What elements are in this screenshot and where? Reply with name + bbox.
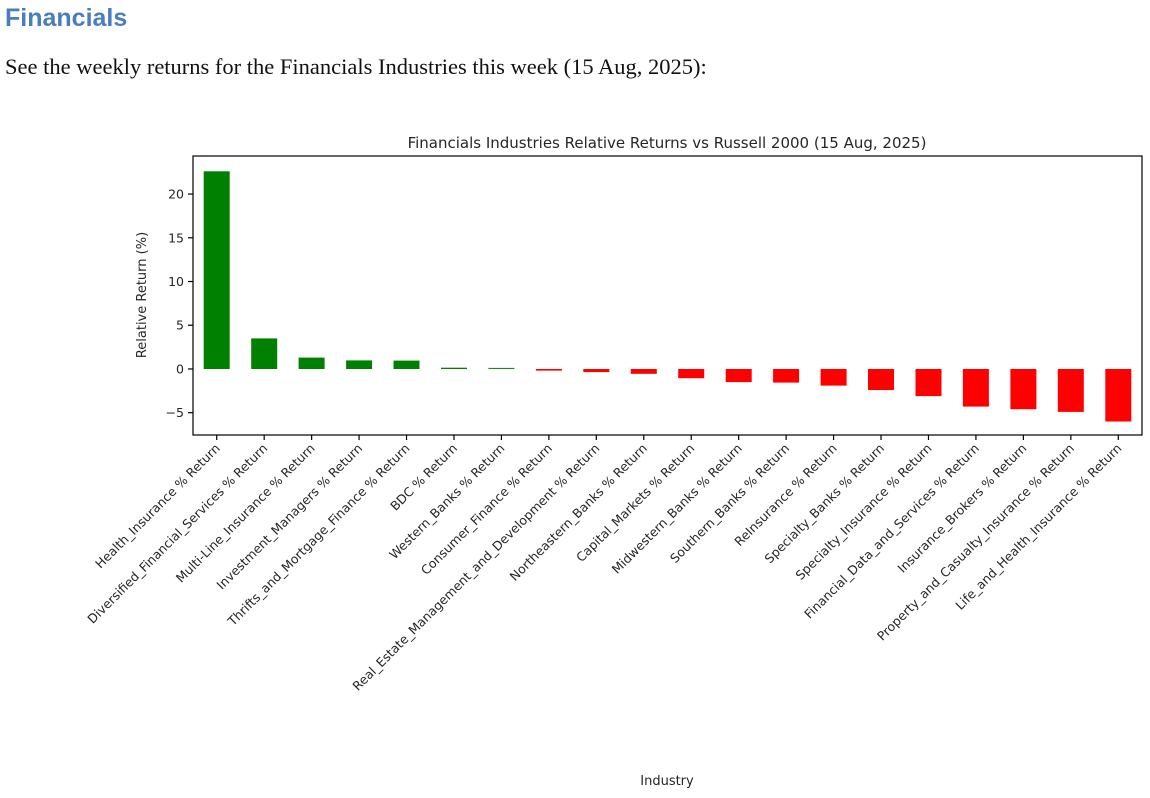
bar — [1010, 369, 1037, 410]
bar — [251, 338, 278, 369]
bar — [1057, 369, 1084, 412]
bars-group — [203, 171, 1132, 422]
bar — [488, 367, 515, 369]
bar — [535, 369, 562, 371]
bar — [393, 360, 420, 369]
y-tick-label: 10 — [168, 274, 184, 289]
bar — [725, 369, 752, 383]
x-tick-label: Financial_Data_and_Services % Return — [801, 441, 982, 622]
chart-figure: Financials Industries Relative Returns v… — [0, 110, 1150, 798]
bar-chart: Financials Industries Relative Returns v… — [84, 134, 1143, 789]
bar — [820, 369, 847, 386]
x-axis-label: Industry — [640, 774, 694, 789]
bar — [678, 369, 705, 379]
y-axis-label: Relative Return (%) — [135, 232, 150, 358]
y-tick-label: 0 — [176, 362, 184, 377]
bar — [962, 369, 989, 407]
y-tick-label: 5 — [176, 318, 184, 333]
y-tick-label: −5 — [166, 405, 184, 420]
bar — [203, 171, 230, 369]
y-tick-label: 15 — [168, 230, 184, 245]
bar — [583, 369, 610, 373]
page-title: Financials — [5, 4, 128, 32]
intro-text: See the weekly returns for the Financial… — [5, 54, 707, 79]
x-tick-labels: Health_Insurance % ReturnDiversified_Fin… — [84, 441, 1124, 694]
y-tick-label: 20 — [168, 187, 184, 202]
x-tick-label: Diversified_Financial_Services % Return — [84, 441, 270, 627]
bar — [630, 369, 657, 374]
bar — [346, 360, 373, 369]
y-tick-labels: 20 15 10 5 0 −5 — [166, 187, 184, 421]
bar — [773, 369, 800, 383]
bar — [441, 367, 467, 369]
axes-group — [188, 155, 1143, 440]
bar — [915, 369, 942, 397]
chart-title: Financials Industries Relative Returns v… — [408, 134, 927, 152]
x-tick-label: Life_and_Health_Insurance % Return — [952, 441, 1124, 613]
bar — [298, 357, 325, 369]
bar — [1105, 369, 1132, 422]
bar — [868, 369, 894, 390]
